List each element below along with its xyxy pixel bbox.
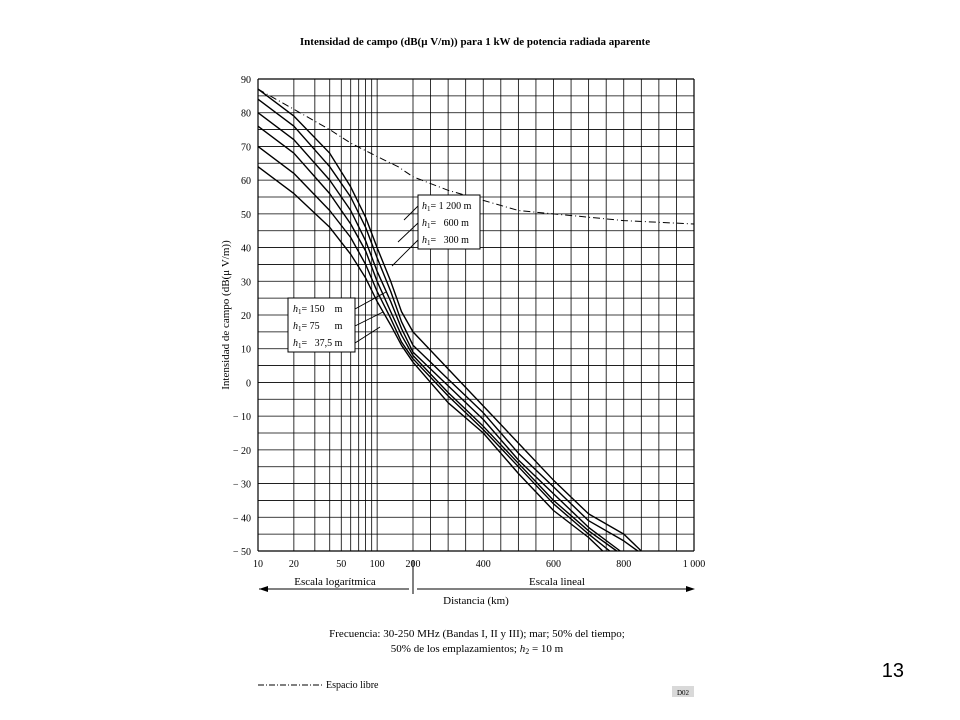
y-axis-label: Intensidad de campo (dB(μ V/m)) bbox=[220, 240, 232, 390]
legend-item-h1-600: h1= 600 m bbox=[422, 218, 469, 230]
series-line-4 bbox=[257, 145, 611, 552]
y-tick-label: 80 bbox=[241, 109, 251, 120]
y-tick-label: − 40 bbox=[233, 513, 251, 524]
y-tick-label: 30 bbox=[241, 277, 251, 288]
leader-37-5 bbox=[354, 326, 381, 344]
y-tick-label: − 20 bbox=[233, 446, 251, 457]
leader-75 bbox=[354, 311, 384, 327]
leader-300 bbox=[391, 239, 419, 267]
y-tick-label: 50 bbox=[241, 210, 251, 221]
x-tick-label: 50 bbox=[336, 559, 346, 570]
y-tick-label: − 30 bbox=[233, 480, 251, 491]
linear-scale-arrowhead bbox=[686, 586, 695, 592]
plot-series bbox=[257, 88, 695, 552]
legend-item-h1-300: h1= 300 m bbox=[422, 235, 469, 247]
frequency-note-line2: 50% de los emplazamientos; h2 = 10 m bbox=[391, 643, 564, 656]
log-scale-arrowhead bbox=[259, 586, 268, 592]
x-axis-label: Distancia (km) bbox=[443, 595, 509, 607]
legend-item-h1-37-5: h1= 37,5 m bbox=[293, 338, 343, 350]
log-scale-label: Escala logarítmica bbox=[294, 576, 376, 588]
y-tick-label: 40 bbox=[241, 244, 251, 255]
scale-bands: Escala logarítmica Escala lineal bbox=[259, 560, 695, 594]
legend-lower-box bbox=[287, 297, 356, 353]
linear-scale-label: Escala lineal bbox=[529, 576, 585, 588]
x-tick-label: 800 bbox=[616, 559, 631, 570]
leader-1200 bbox=[403, 205, 419, 221]
legend-upper-box bbox=[417, 194, 481, 250]
series-line-1 bbox=[257, 98, 639, 552]
series-line-0 bbox=[257, 88, 642, 552]
leader-600 bbox=[397, 222, 419, 243]
x-tick-label: 20 bbox=[289, 559, 299, 570]
series-line-3 bbox=[257, 125, 618, 552]
y-tick-label: 10 bbox=[241, 345, 251, 356]
x-tick-label: 100 bbox=[370, 559, 385, 570]
x-tick-label: 600 bbox=[546, 559, 561, 570]
frequency-note-line1: Frecuencia: 30-250 MHz (Bandas I, II y I… bbox=[329, 628, 625, 640]
series-line-5 bbox=[257, 166, 604, 552]
y-tick-label: − 10 bbox=[233, 412, 251, 423]
figure-code-badge bbox=[672, 686, 694, 697]
chart-title: Intensidad de campo (dB(μ V/m)) para 1 k… bbox=[300, 36, 650, 48]
x-tick-label: 1 000 bbox=[683, 559, 706, 570]
legend-item-h1-75: h1= 75 m bbox=[293, 321, 343, 333]
slide-number: 13 bbox=[881, 660, 904, 682]
y-tick-label: 0 bbox=[246, 378, 251, 389]
x-tick-label: 400 bbox=[476, 559, 491, 570]
plot-grid bbox=[257, 78, 695, 552]
y-tick-label: − 50 bbox=[233, 547, 251, 558]
y-tick-label: 20 bbox=[241, 311, 251, 322]
legend-upper: h1= 1 200 m h1= 600 m h1= 300 m bbox=[391, 194, 481, 267]
legend-item-h1-1200: h1= 1 200 m bbox=[422, 201, 472, 213]
series-line-2 bbox=[257, 112, 621, 552]
series-line-6 bbox=[257, 88, 695, 225]
x-tick-label: 10 bbox=[253, 559, 263, 570]
legend-lower: h1= 150 m h1= 75 m h1= 37,5 m bbox=[287, 291, 387, 353]
y-tick-label: 90 bbox=[241, 75, 251, 86]
legend-item-h1-150: h1= 150 m bbox=[293, 304, 343, 316]
free-space-legend-label: Espacio libre bbox=[326, 680, 379, 691]
y-tick-label: 60 bbox=[241, 176, 251, 187]
figure-code: D02 bbox=[677, 689, 690, 697]
leader-150 bbox=[354, 291, 387, 310]
y-tick-label: 70 bbox=[241, 142, 251, 153]
